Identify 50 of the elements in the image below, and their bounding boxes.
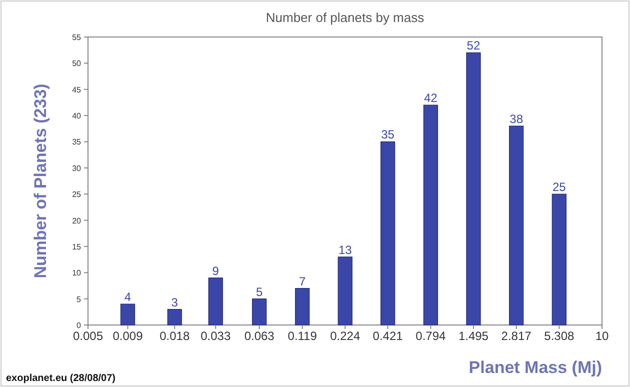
bar (552, 194, 566, 326)
chart-title: Number of planets by mass (266, 10, 425, 25)
data-label: 13 (338, 242, 352, 257)
bar (295, 288, 310, 326)
data-label: 35 (381, 128, 395, 142)
data-label: 52 (466, 38, 480, 53)
y-tick-label: 40 (72, 112, 82, 121)
y-tick-label: 10 (72, 268, 82, 278)
x-tick-label: 0.009 (112, 329, 144, 343)
x-tick-label: 0.224 (330, 329, 360, 343)
x-tick-label: 0.063 (244, 329, 275, 343)
bar (167, 308, 182, 326)
text: exoplanet.eu (28/08/07) (6, 373, 116, 384)
y-tick-label: 45 (72, 85, 82, 94)
bar (338, 256, 352, 326)
x-tick-label: 0.033 (200, 329, 231, 343)
data-label: 4 (124, 290, 132, 304)
data-label: 5 (256, 284, 263, 299)
x-tick-label: 0.018 (160, 329, 190, 343)
x-tick-label: 0.005 (72, 329, 104, 343)
data-label: 42 (424, 91, 438, 106)
data-label: 7 (299, 274, 306, 288)
x-tick-label: 0.421 (372, 329, 404, 343)
y-tick-label: 15 (72, 242, 82, 252)
x-tick-label: 10 (595, 329, 609, 343)
x-tick-label: 0.794 (416, 329, 446, 343)
bar (509, 126, 524, 326)
x-axis-title: Planet Mass (Mj) (468, 358, 602, 377)
bar (423, 104, 438, 326)
y-axis-title: Number of Planets (233) (31, 84, 50, 278)
x-tick-label: 5.308 (544, 329, 575, 343)
data-label: 9 (212, 264, 220, 278)
x-tick-label: 0.119 (288, 329, 318, 343)
x-tick-label: 2.817 (501, 329, 532, 343)
data-label: 25 (552, 180, 566, 194)
bar (252, 298, 267, 326)
y-tick-label: 35 (72, 138, 82, 147)
data-label: 3 (171, 295, 178, 310)
bar (208, 278, 223, 326)
y-tick-label: 25 (72, 190, 82, 200)
bar (466, 52, 481, 326)
y-tick-label: 0 (76, 321, 82, 330)
y-tick-label: 55 (72, 33, 82, 42)
y-tick-label: 50 (72, 59, 82, 68)
bar (380, 141, 396, 326)
y-tick-label: 30 (72, 164, 82, 173)
y-tick-label: 5 (76, 294, 82, 304)
x-tick-label: 1.495 (458, 329, 489, 343)
y-tick-label: 20 (72, 216, 82, 226)
data-label: 38 (510, 112, 524, 126)
